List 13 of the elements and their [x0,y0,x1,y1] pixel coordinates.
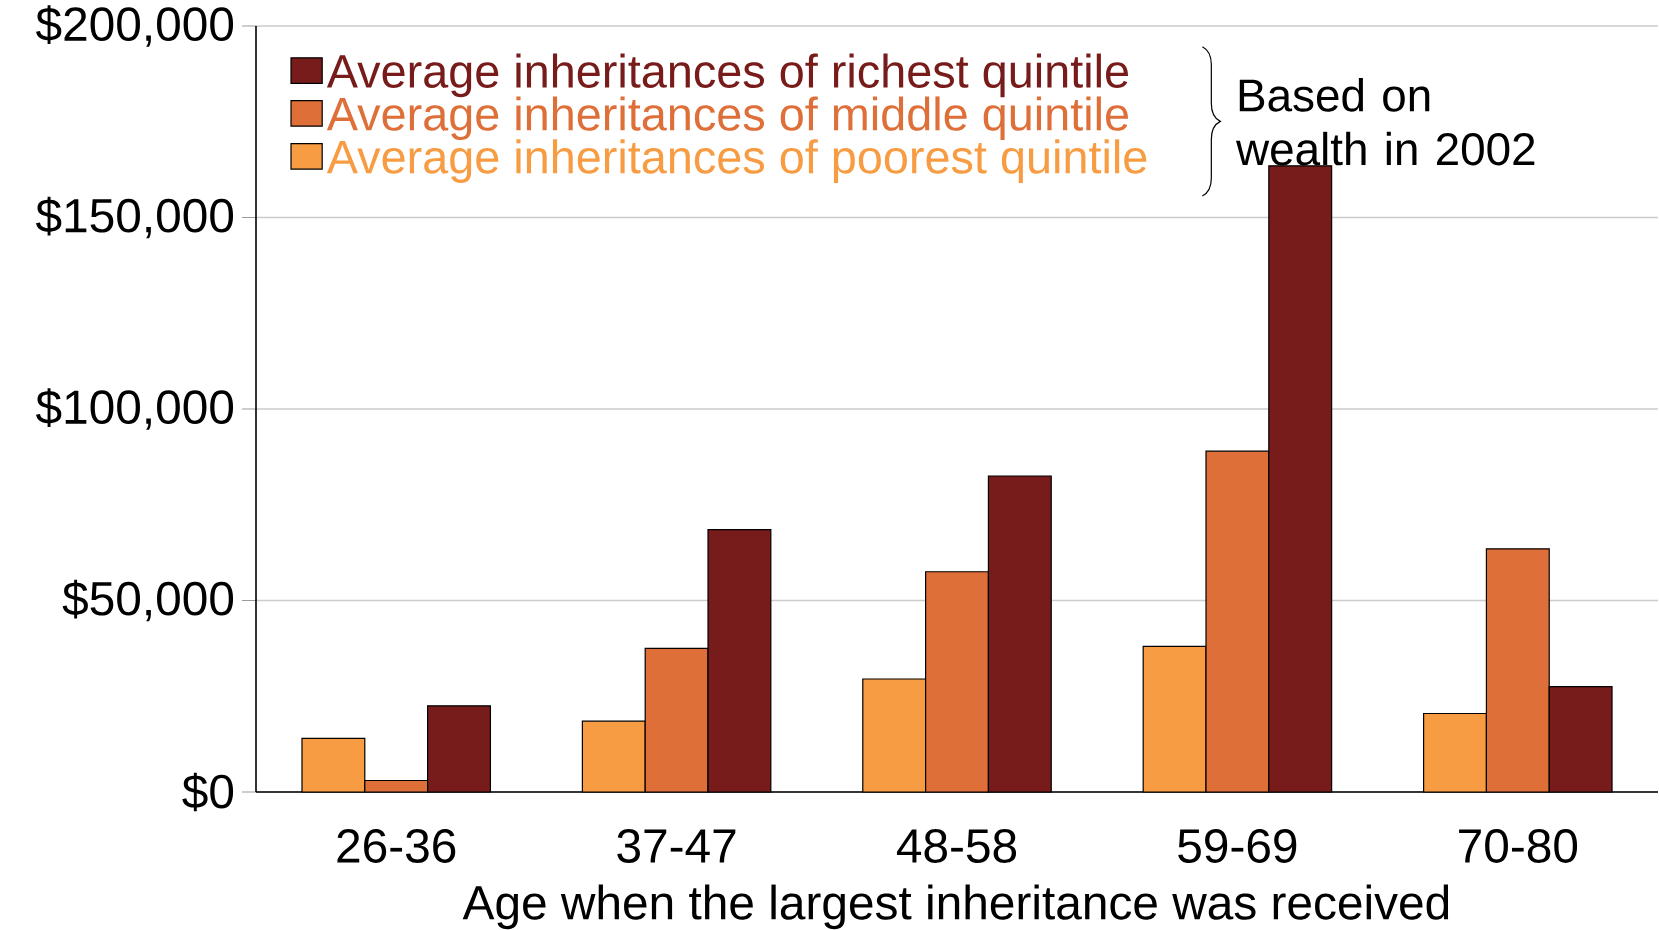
y-tick-label: $200,000 [36,5,234,47]
x-tick-label: 37-47 [617,829,736,863]
x-tick-label: 59-69 [1178,829,1297,863]
y-tick-label: $100,000 [36,388,234,430]
annotation: Based on wealth in 2002 [1235,78,1535,166]
y-tick-label: $0 [182,772,234,812]
y-tick-label: $150,000 [36,196,234,239]
legend-label: Average inheritances of poorest quintile [326,139,1147,183]
x-tick-label: 48-58 [896,829,1017,863]
y-tick-label: $50,000 [62,579,234,622]
x-tick-label: 26-36 [337,829,456,863]
x-axis-title: Age when the largest inheritance was received [462,884,1449,930]
x-tick-label: 70-80 [1459,829,1578,863]
